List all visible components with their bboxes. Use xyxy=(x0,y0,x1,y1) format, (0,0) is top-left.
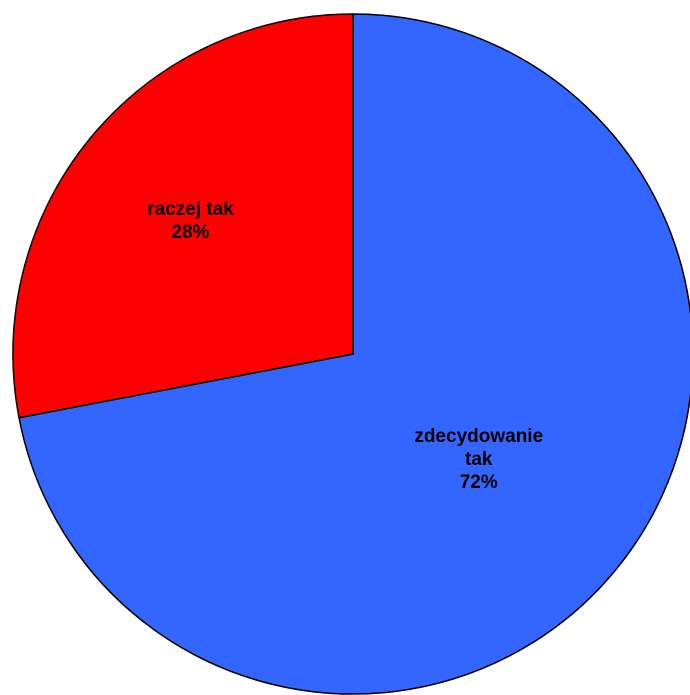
pie-slice-zdecydowanie-tak xyxy=(18,13,690,695)
slice-name-line: zdecydowanie xyxy=(414,426,543,447)
slice-percent: 28% xyxy=(172,222,210,243)
slice-name-line: tak xyxy=(465,449,493,470)
slice-label-zdecydowanie-tak: zdecydowanie tak 72% xyxy=(414,426,543,493)
slice-labels: zdecydowanie tak 72% raczej tak 28% xyxy=(147,199,543,493)
pie-slices xyxy=(12,13,690,695)
slice-label-raczej-tak: raczej tak 28% xyxy=(147,199,234,243)
slice-percent: 72% xyxy=(460,472,498,493)
slice-name-line: raczej tak xyxy=(147,199,234,220)
pie-slice-raczej-tak xyxy=(12,13,354,419)
